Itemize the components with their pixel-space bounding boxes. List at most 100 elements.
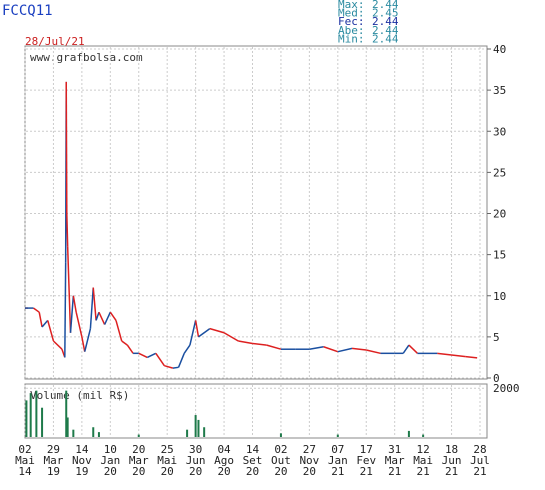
y-tick-label: 25 [493,166,506,179]
price-segment [109,311,117,321]
price-segment [81,336,86,352]
price-segment [66,213,69,247]
price-segment [92,287,97,321]
price-segment [451,354,466,358]
volume-title: Volume (mil R$) [30,389,129,402]
price-segment [252,342,267,346]
price-segment [408,344,418,354]
volume-bar [29,393,32,437]
price-segment [223,332,239,342]
price-segment [38,312,43,328]
stat-label: Min: [338,32,365,45]
price-segment [189,320,197,346]
price-segment [89,287,94,329]
stat-value: 2.44 [372,32,399,45]
price-segment [366,349,381,355]
price-segment [65,81,68,214]
price-segment [64,262,67,358]
price-segment [121,340,128,346]
volume-bar [186,429,189,437]
price-segment [198,328,211,338]
price-segment [75,312,83,338]
x-tick-label: 25 Mai 20 [157,443,178,478]
x-tick-label: 28 Jul 21 [470,443,490,478]
y-tick-label: 30 [493,125,506,138]
price-segment [238,340,253,345]
price-segment [402,344,410,354]
price-segment [126,344,134,354]
x-tick-label: 17 Fev 21 [356,443,377,478]
x-tick-label: 29 Mar 19 [43,443,64,478]
volume-bar [92,427,95,437]
y-tick-label: 35 [493,84,506,97]
stat-value: 2.44 [372,24,399,37]
x-tick-label: 14 Set 20 [242,443,263,478]
price-segment [194,320,200,338]
volume-bar [97,432,100,437]
stat-value: 2.44 [372,15,399,28]
price-segment [95,311,100,321]
y-tick-label: 2000 [493,382,520,395]
stat-value: 2.44 [372,0,399,11]
x-tick-label: 18 Jun 21 [441,443,462,478]
price-segment [465,355,478,359]
volume-bar [336,434,339,437]
price-segment [138,352,148,359]
y-tick-label: 0 [493,372,500,385]
y-tick-label: 40 [493,43,506,56]
price-segment [177,353,185,368]
ticker: FCCQ11 [2,3,53,19]
price-segment [323,346,339,353]
x-tick-label: 04 Ago 20 [214,443,234,478]
price-segment [209,327,225,334]
volume-bar [197,419,200,437]
price-segment [172,366,179,369]
volume-bar [65,390,68,437]
y-tick-label: 20 [493,208,506,221]
price-segment [66,246,72,333]
price-segment [337,347,353,353]
price-segment [183,344,191,354]
volume-bar [25,400,28,437]
volume-bar [66,417,69,437]
x-tick-label: 10 Jan 20 [100,443,121,478]
price-segment [309,346,324,350]
volume-bar [35,390,38,437]
price-segment [41,319,49,328]
volume-bar [422,434,425,437]
volume-bar [203,427,206,437]
volume-bar [279,433,282,437]
x-tick-label: 31 Mar 21 [384,443,405,478]
x-tick-label: 07 Jan 21 [327,443,348,478]
x-tick-label: 20 Mar 20 [128,443,149,478]
stat-label: Max: [338,0,365,11]
volume-bar [41,407,44,437]
x-tick-label: 27 Nov 20 [299,443,320,478]
price-segment [33,307,40,313]
x-tick-label: 12 Mai 21 [413,443,434,478]
stat-value: 2.45 [372,7,399,20]
stat-label: Abe: [338,24,365,37]
stat-label: Fec: [338,15,365,28]
volume-bar [137,434,140,437]
y-tick-label: 5 [493,331,500,344]
price-segment [47,320,55,342]
price-segment [83,328,92,352]
x-tick-label: 14 Nov 19 [71,443,92,478]
price-segment [52,340,63,350]
volume-bar [407,430,410,437]
price-segment [437,352,452,356]
price-segment [72,295,77,313]
y-tick-label: 10 [493,290,506,303]
watermark: www.grafbolsa.com [30,51,143,64]
stat-label: Med: [338,7,365,20]
x-tick-label: 02 Mai 14 [15,443,35,478]
x-tick-label: 02 Out 20 [271,443,291,478]
price-segment [146,352,157,359]
y-tick-label: 15 [493,249,506,262]
price-segment [164,364,174,369]
price-segment [69,295,75,333]
x-tick-label: 30 Jun 20 [185,443,206,478]
